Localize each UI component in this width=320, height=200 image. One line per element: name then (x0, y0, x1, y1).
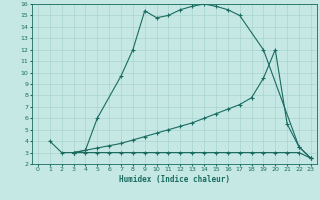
X-axis label: Humidex (Indice chaleur): Humidex (Indice chaleur) (119, 175, 230, 184)
